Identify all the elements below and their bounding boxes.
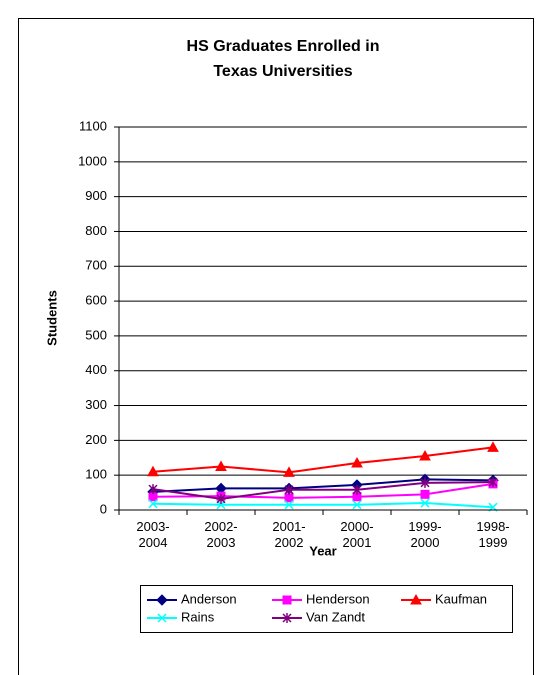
marker (284, 484, 294, 495)
y-tick-label: 200 (85, 432, 107, 447)
y-tick-label: 1000 (78, 153, 107, 168)
marker (410, 593, 422, 605)
legend-label: Anderson (181, 591, 237, 606)
marker (282, 613, 292, 623)
series-line (152, 478, 494, 493)
legend-label: Van Zandt (306, 609, 365, 624)
marker (156, 594, 168, 606)
y-tick-label: 600 (85, 293, 107, 308)
x-tick-label: 2002-2003 (204, 519, 237, 550)
series-line (152, 446, 494, 474)
marker (487, 441, 499, 452)
y-tick-label: 700 (85, 258, 107, 273)
marker (419, 450, 431, 461)
y-tick-label: 300 (85, 397, 107, 412)
x-tick-label: 1999-2000 (408, 519, 441, 550)
y-tick-label: 500 (85, 327, 107, 342)
y-tick-label: 900 (85, 188, 107, 203)
marker (215, 460, 227, 471)
legend-label: Kaufman (435, 591, 487, 606)
y-axis-title: Students (44, 290, 59, 346)
x-tick-label: 2003-2004 (136, 519, 169, 550)
chart-title-line: HS Graduates Enrolled in (187, 38, 380, 55)
marker (284, 500, 294, 510)
legend-box (140, 585, 513, 633)
marker (157, 613, 167, 623)
marker (148, 499, 158, 509)
marker (352, 484, 362, 495)
marker (284, 493, 294, 503)
marker (216, 493, 226, 504)
marker (488, 477, 498, 488)
marker (148, 484, 158, 495)
marker (420, 489, 430, 499)
legend-label: Henderson (306, 591, 370, 606)
legend-label: Rains (181, 609, 215, 624)
series-line (152, 482, 494, 499)
x-axis-title: Year (309, 543, 336, 558)
marker (420, 498, 430, 508)
x-tick-label: 2001-2002 (272, 519, 305, 550)
y-tick-label: 0 (100, 501, 107, 516)
marker (283, 466, 295, 477)
series-line (152, 502, 494, 509)
x-tick-label: 2000-2001 (340, 519, 373, 550)
y-tick-label: 1100 (79, 118, 107, 133)
y-tick-label: 800 (85, 223, 107, 238)
y-tick-label: 400 (85, 362, 107, 377)
marker (282, 595, 292, 605)
y-tick-label: 100 (85, 467, 107, 482)
marker (351, 456, 363, 468)
marker (147, 465, 159, 477)
series-line (152, 481, 494, 500)
x-tick-label: 1998-1999 (476, 519, 509, 550)
marker (352, 500, 362, 510)
chart-border (18, 18, 534, 675)
marker (420, 477, 430, 488)
chart-title-line: Texas Universities (213, 63, 352, 80)
